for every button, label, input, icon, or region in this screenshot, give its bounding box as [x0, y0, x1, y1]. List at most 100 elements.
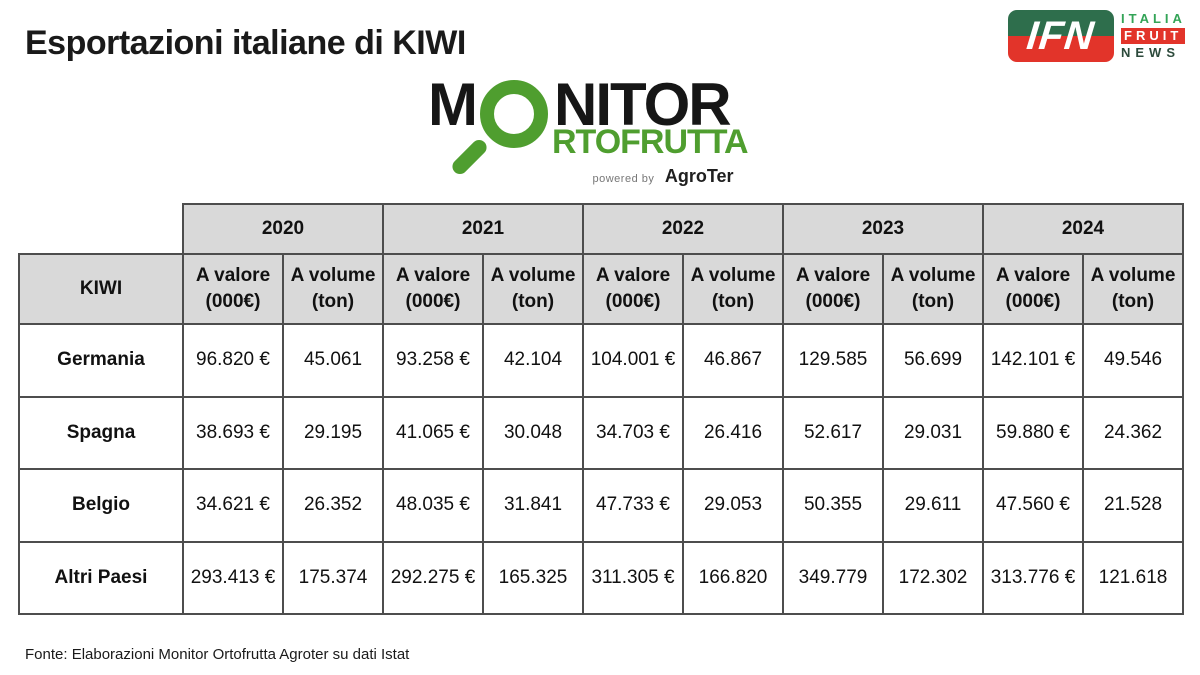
table-cell: 47.560 €	[982, 468, 1084, 543]
ifn-abbr: IFN	[1024, 14, 1098, 58]
year-header-2021: 2021	[382, 203, 584, 255]
table-cell: 29.031	[882, 395, 984, 470]
column-header-volume: A volume (ton)	[1082, 253, 1184, 325]
value-header-label: A valore	[795, 265, 871, 287]
value-header-label: A valore	[595, 265, 671, 287]
volume-header-unit: (ton)	[711, 291, 755, 312]
table-cell: 49.546	[1082, 323, 1184, 398]
value-header-label: A valore	[195, 265, 271, 287]
table-cell: 172.302	[882, 540, 984, 615]
value-header-unit: (000€)	[805, 291, 861, 312]
table-cell: 349.779	[782, 540, 884, 615]
table-row-germania: Germania 96.820 € 45.061 93.258 € 42.104…	[18, 323, 1184, 398]
table-cell: 292.275 €	[382, 540, 484, 615]
table-cell: 293.413 €	[182, 540, 284, 615]
table-row-altri-paesi: Altri Paesi 293.413 € 175.374 292.275 € …	[18, 540, 1184, 615]
table-row-belgio: Belgio 34.621 € 26.352 48.035 € 31.841 4…	[18, 468, 1184, 543]
year-header-2020: 2020	[182, 203, 384, 255]
column-header-volume: A volume (ton)	[682, 253, 784, 325]
column-header-volume: A volume (ton)	[282, 253, 384, 325]
row-label: Spagna	[18, 395, 184, 470]
volume-header-label: A volume	[690, 265, 776, 287]
table-cell: 104.001 €	[582, 323, 684, 398]
table-cell: 34.703 €	[582, 395, 684, 470]
table-cell: 31.841	[482, 468, 584, 543]
agroter-brand: AgroTer	[664, 166, 734, 186]
ortofrutta-wordmark: RTOFRUTTA	[552, 123, 749, 161]
table-cell: 129.585	[782, 323, 884, 398]
table-cell: 96.820 €	[182, 323, 284, 398]
volume-header-label: A volume	[290, 265, 376, 287]
year-header-2023: 2023	[782, 203, 984, 255]
column-header-value: A valore (000€)	[582, 253, 684, 325]
value-header-unit: (000€)	[1005, 291, 1061, 312]
table-cell: 42.104	[482, 323, 584, 398]
table-cell: 93.258 €	[382, 323, 484, 398]
source-note: Fonte: Elaborazioni Monitor Ortofrutta A…	[25, 646, 410, 663]
value-header-unit: (000€)	[205, 291, 261, 312]
volume-header-unit: (ton)	[311, 291, 355, 312]
page-title: Esportazioni italiane di KIWI	[25, 24, 466, 62]
table-cell: 30.048	[482, 395, 584, 470]
table-cell: 26.352	[282, 468, 384, 543]
ifn-word-italia: ITALIA	[1121, 11, 1186, 26]
table-cell: 50.355	[782, 468, 884, 543]
magnifier-icon	[480, 80, 548, 148]
volume-header-unit: (ton)	[511, 291, 555, 312]
volume-header-label: A volume	[890, 265, 976, 287]
table-cell: 38.693 €	[182, 395, 284, 470]
table-cell: 166.820	[682, 540, 784, 615]
column-header-value: A valore (000€)	[182, 253, 284, 325]
ifn-word-news: NEWS	[1121, 45, 1180, 60]
table-cell: 52.617	[782, 395, 884, 470]
table-cell: 29.195	[282, 395, 384, 470]
volume-header-unit: (ton)	[911, 291, 955, 312]
powered-by-label: powered by	[592, 173, 655, 185]
monitor-ortofrutta-logo: M NITOR RTOFRUTTA powered by AgroTer	[428, 72, 780, 196]
table-cell: 45.061	[282, 323, 384, 398]
volume-header-unit: (ton)	[1111, 291, 1155, 312]
table-cell: 48.035 €	[382, 468, 484, 543]
year-header-2024: 2024	[982, 203, 1184, 255]
corner-label-cell: KIWI	[18, 253, 184, 325]
year-header-2022: 2022	[582, 203, 784, 255]
ifn-word-fruit: FRUIT	[1121, 28, 1186, 44]
value-header-unit: (000€)	[605, 291, 661, 312]
table-cell: 41.065 €	[382, 395, 484, 470]
year-header-row: 2020 2021 2022 2023 2024	[19, 203, 1184, 255]
value-header-label: A valore	[395, 265, 471, 287]
table-cell: 46.867	[682, 323, 784, 398]
table-cell: 24.362	[1082, 395, 1184, 470]
column-header-value: A valore (000€)	[782, 253, 884, 325]
column-header-value: A valore (000€)	[982, 253, 1084, 325]
table-cell: 165.325	[482, 540, 584, 615]
table-cell: 29.053	[682, 468, 784, 543]
volume-header-label: A volume	[1090, 265, 1176, 287]
powered-by-line: powered by AgroTer	[548, 166, 778, 187]
table-cell: 142.101 €	[982, 323, 1084, 398]
table-cell: 311.305 €	[582, 540, 684, 615]
row-label: Belgio	[18, 468, 184, 543]
volume-header-label: A volume	[490, 265, 576, 287]
corner-empty-cell	[19, 204, 183, 254]
value-header-label: A valore	[995, 265, 1071, 287]
table-cell: 21.528	[1082, 468, 1184, 543]
table-cell: 47.733 €	[582, 468, 684, 543]
table-row-spagna: Spagna 38.693 € 29.195 41.065 € 30.048 3…	[18, 395, 1184, 470]
ifn-logo: IFN ITALIA FRUIT NEWS	[1008, 10, 1186, 62]
table-cell: 59.880 €	[982, 395, 1084, 470]
table-cell: 26.416	[682, 395, 784, 470]
ifn-badge-icon: IFN	[1008, 10, 1114, 62]
ifn-wordmark: ITALIA FRUIT NEWS	[1121, 11, 1186, 61]
table-cell: 313.776 €	[982, 540, 1084, 615]
column-header-row: KIWI A valore (000€) A volume (ton) A va…	[18, 253, 1184, 325]
monitor-letter-m: M	[428, 71, 478, 138]
column-header-value: A valore (000€)	[382, 253, 484, 325]
magnifier-handle-icon	[449, 136, 490, 178]
table-cell: 34.621 €	[182, 468, 284, 543]
table-cell: 56.699	[882, 323, 984, 398]
row-label: Germania	[18, 323, 184, 398]
table-cell: 175.374	[282, 540, 384, 615]
column-header-volume: A volume (ton)	[482, 253, 584, 325]
